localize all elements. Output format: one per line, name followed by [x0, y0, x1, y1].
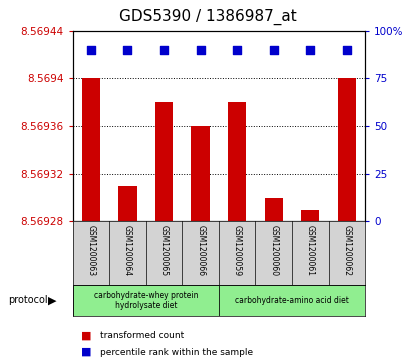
- Text: GSM1200060: GSM1200060: [269, 225, 278, 276]
- Text: GSM1200064: GSM1200064: [123, 225, 132, 276]
- Bar: [265, 197, 283, 221]
- Text: GSM1200059: GSM1200059: [233, 225, 242, 276]
- Text: ■: ■: [81, 331, 91, 341]
- Bar: [301, 209, 320, 221]
- Text: GSM1200063: GSM1200063: [86, 225, 95, 276]
- Text: carbohydrate-amino acid diet: carbohydrate-amino acid diet: [235, 296, 349, 305]
- Text: carbohydrate-whey protein
hydrolysate diet: carbohydrate-whey protein hydrolysate di…: [93, 291, 198, 310]
- Point: [161, 47, 167, 53]
- Bar: [118, 186, 137, 221]
- Text: ▶: ▶: [48, 295, 56, 305]
- Bar: [219, 285, 365, 316]
- Point: [234, 47, 241, 53]
- Bar: [191, 126, 210, 221]
- Point: [197, 47, 204, 53]
- Point: [307, 47, 314, 53]
- Text: GSM1200062: GSM1200062: [342, 225, 352, 276]
- Bar: [73, 285, 219, 316]
- Bar: [338, 78, 356, 221]
- Text: protocol: protocol: [8, 295, 48, 305]
- Text: GSM1200066: GSM1200066: [196, 225, 205, 276]
- Bar: [155, 102, 173, 221]
- Point: [88, 47, 94, 53]
- Point: [271, 47, 277, 53]
- Bar: [228, 102, 247, 221]
- Text: GSM1200065: GSM1200065: [159, 225, 168, 276]
- Point: [124, 47, 131, 53]
- Point: [344, 47, 350, 53]
- Text: percentile rank within the sample: percentile rank within the sample: [100, 348, 253, 356]
- Text: ■: ■: [81, 347, 91, 357]
- Text: transformed count: transformed count: [100, 331, 184, 340]
- Text: GSM1200061: GSM1200061: [306, 225, 315, 276]
- Bar: [82, 78, 100, 221]
- Text: GDS5390 / 1386987_at: GDS5390 / 1386987_at: [119, 9, 296, 25]
